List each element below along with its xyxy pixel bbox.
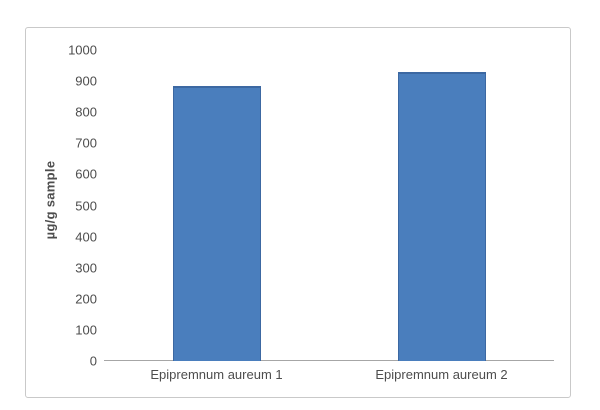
plot-area: 0 100 200 300 400 500 600 700 800 900 1000 Epipremn… xyxy=(68,44,554,382)
y-tick-label: 900 xyxy=(75,73,97,89)
bar xyxy=(397,71,486,361)
y-tick-label: 0 xyxy=(89,353,97,369)
y-tick-label: 800 xyxy=(75,104,97,120)
y-tick-label: 1000 xyxy=(68,42,97,58)
x-axis-line xyxy=(104,360,554,361)
y-tick-label: 200 xyxy=(75,291,97,307)
x-category-label: Epipremnum aureum 2 xyxy=(375,367,508,382)
y-tick-label: 400 xyxy=(75,229,97,245)
y-tick-label: 100 xyxy=(75,322,97,338)
y-axis-title: µg/g sample xyxy=(42,160,58,240)
x-category-label: Epipremnum aureum 1 xyxy=(150,367,283,382)
y-tick-label: 300 xyxy=(75,260,97,276)
bar xyxy=(172,85,261,361)
y-tick-label: 600 xyxy=(75,166,97,182)
y-tick-label: 700 xyxy=(75,135,97,151)
bar-chart: µg/g sample 0 100 200 300 400 500 600 700 800 900… xyxy=(25,27,571,398)
y-tick-label: 500 xyxy=(75,198,97,213)
